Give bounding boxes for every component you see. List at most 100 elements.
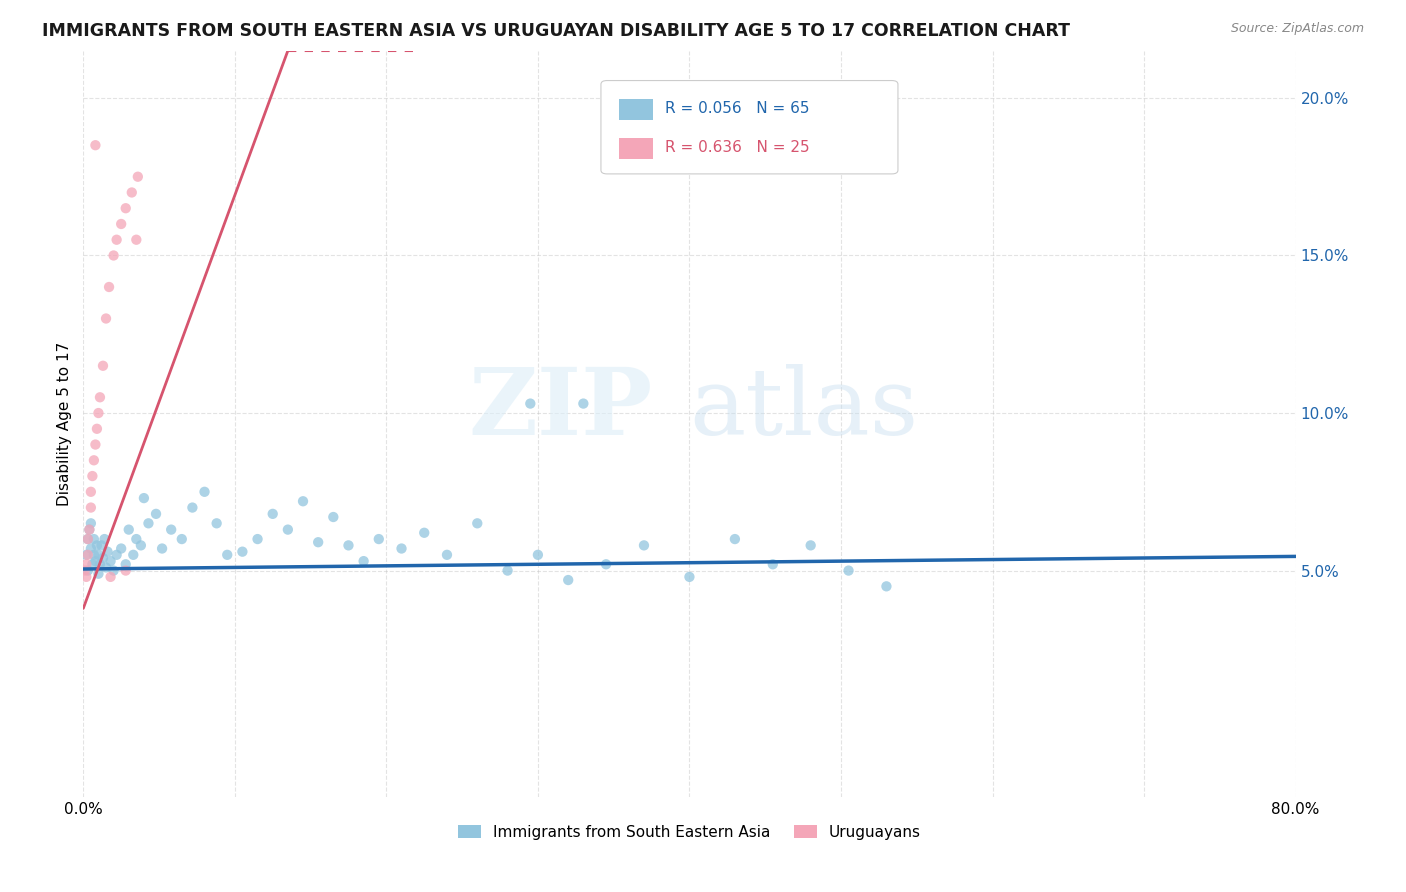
Point [145,507,167,521]
Point [572,396,595,410]
Point [87,548,110,562]
Point [75,548,97,562]
Point [217,548,239,562]
Point [98,280,121,294]
Point [75,558,97,572]
Point [84,437,107,451]
Point [125,532,148,546]
Point [94,560,117,574]
Text: R = 0.056   N = 65: R = 0.056 N = 65 [665,102,810,117]
Point [82,558,104,572]
Point [86,538,108,552]
Point [231,544,253,558]
Point [413,525,436,540]
Point [307,535,329,549]
Point [105,233,128,247]
Point [82,469,104,483]
Point [205,516,228,531]
Point [496,564,519,578]
Point [129,538,152,552]
Point [127,169,149,184]
Point [76,532,98,546]
Point [322,510,344,524]
Point [87,566,110,581]
Point [519,396,541,410]
Point [337,538,360,552]
Point [114,201,136,215]
Point [89,558,111,572]
Point [76,532,98,546]
Point [90,538,112,552]
Point [193,484,215,499]
Point [125,233,148,247]
Legend: Immigrants from South Eastern Asia, Uruguayans: Immigrants from South Eastern Asia, Urug… [453,819,927,846]
Point [84,138,107,153]
Point [292,494,315,508]
Text: atlas: atlas [689,364,918,454]
Point [83,548,105,562]
Text: ZIP: ZIP [468,364,652,454]
Text: IMMIGRANTS FROM SOUTH EASTERN ASIA VS URUGUAYAN DISABILITY AGE 5 TO 17 CORRELATI: IMMIGRANTS FROM SOUTH EASTERN ASIA VS UR… [42,22,1070,40]
Point [633,538,655,552]
Point [105,548,128,562]
Point [83,532,105,546]
Point [83,453,105,467]
Point [103,564,125,578]
Point [121,186,143,200]
Point [80,500,103,515]
Bar [619,138,652,159]
Point [436,548,458,562]
Text: Source: ZipAtlas.com: Source: ZipAtlas.com [1230,22,1364,36]
Point [353,554,375,568]
Point [122,548,145,562]
Point [94,311,117,326]
Point [110,541,132,556]
Point [762,558,785,572]
Point [150,541,173,556]
Point [678,570,700,584]
Point [391,541,413,556]
Point [100,570,122,584]
Point [86,422,108,436]
Point [84,554,107,568]
Bar [619,99,652,120]
Point [73,564,96,578]
Point [838,564,860,578]
Point [262,507,284,521]
Y-axis label: Disability Age 5 to 17: Disability Age 5 to 17 [58,342,72,506]
Point [80,484,103,499]
Point [80,541,103,556]
Point [110,217,132,231]
Point [91,551,114,566]
Point [87,406,110,420]
Point [79,523,101,537]
Point [76,548,98,562]
FancyBboxPatch shape [600,80,898,174]
Point [160,523,183,537]
Point [76,564,98,578]
Point [557,573,579,587]
Point [93,532,115,546]
Point [80,516,103,531]
Point [465,516,488,531]
Point [800,538,823,552]
Point [724,532,747,546]
Point [79,523,101,537]
Point [103,248,125,262]
Text: R = 0.636   N = 25: R = 0.636 N = 25 [665,140,810,155]
Point [246,532,269,546]
Point [277,523,299,537]
Point [170,532,193,546]
Point [100,554,122,568]
Point [527,548,550,562]
Point [367,532,389,546]
Point [875,579,897,593]
Point [595,558,617,572]
Point [91,359,114,373]
Point [75,570,97,584]
Point [181,500,204,515]
Point [132,491,155,505]
Point [138,516,160,531]
Point [89,390,111,404]
Point [118,523,141,537]
